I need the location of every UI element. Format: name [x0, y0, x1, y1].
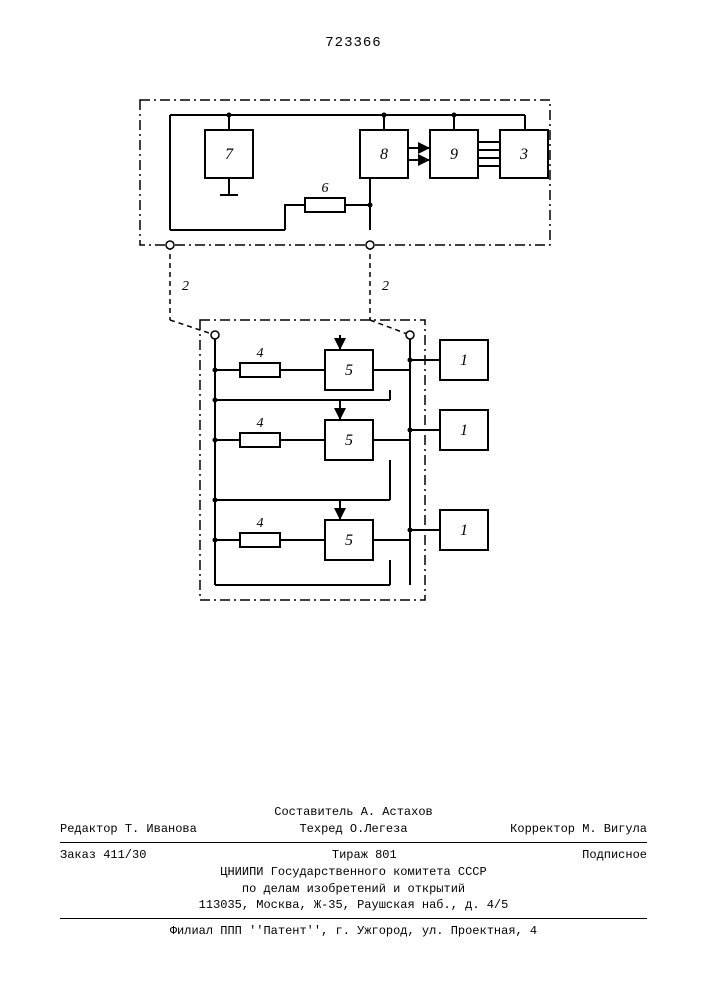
svg-text:4: 4 [257, 416, 264, 431]
svg-text:1: 1 [460, 522, 468, 539]
corrector-name: М. Вигула [582, 822, 647, 836]
svg-text:9: 9 [450, 146, 458, 163]
order-number: Заказ 411/30 [60, 847, 146, 864]
svg-text:7: 7 [225, 146, 234, 163]
compiler-label: Составитель [274, 805, 353, 819]
svg-text:1: 1 [460, 352, 468, 369]
divider [60, 842, 647, 843]
svg-text:6: 6 [322, 181, 329, 196]
svg-text:8: 8 [380, 146, 388, 163]
org-line-1: ЦНИИПИ Государственного комитета СССР [60, 864, 647, 881]
techred-label: Техред [299, 822, 342, 836]
subscript: Подписное [582, 847, 647, 864]
page-number: 723366 [0, 35, 707, 51]
tirazh: Тираж 801 [332, 847, 397, 864]
svg-text:1: 1 [460, 422, 468, 439]
corrector-label: Корректор [510, 822, 575, 836]
svg-text:5: 5 [345, 432, 353, 449]
org-line-2: по делам изобретений и открытий [60, 881, 647, 898]
svg-text:5: 5 [345, 362, 353, 379]
svg-text:4: 4 [257, 346, 264, 361]
techred-name: О.Легеза [350, 822, 408, 836]
svg-text:4: 4 [257, 516, 264, 531]
editor-label: Редактор [60, 822, 118, 836]
branch-line: Филиал ППП ''Патент'', г. Ужгород, ул. П… [60, 923, 647, 940]
address-line: 113035, Москва, Ж-35, Раушская наб., д. … [60, 897, 647, 914]
editor-name: Т. Иванова [125, 822, 197, 836]
svg-text:5: 5 [345, 532, 353, 549]
footer-block: Составитель А. Астахов Редактор Т. Ивано… [60, 804, 647, 940]
svg-text:2: 2 [182, 279, 189, 294]
divider [60, 918, 647, 919]
svg-text:2: 2 [382, 279, 389, 294]
compiler-name: А. Астахов [361, 805, 433, 819]
svg-text:3: 3 [519, 146, 528, 163]
circuit-diagram: 2 2 6 4 4 4 7 8 9 3 1 1 1 5 5 5 [130, 90, 560, 610]
